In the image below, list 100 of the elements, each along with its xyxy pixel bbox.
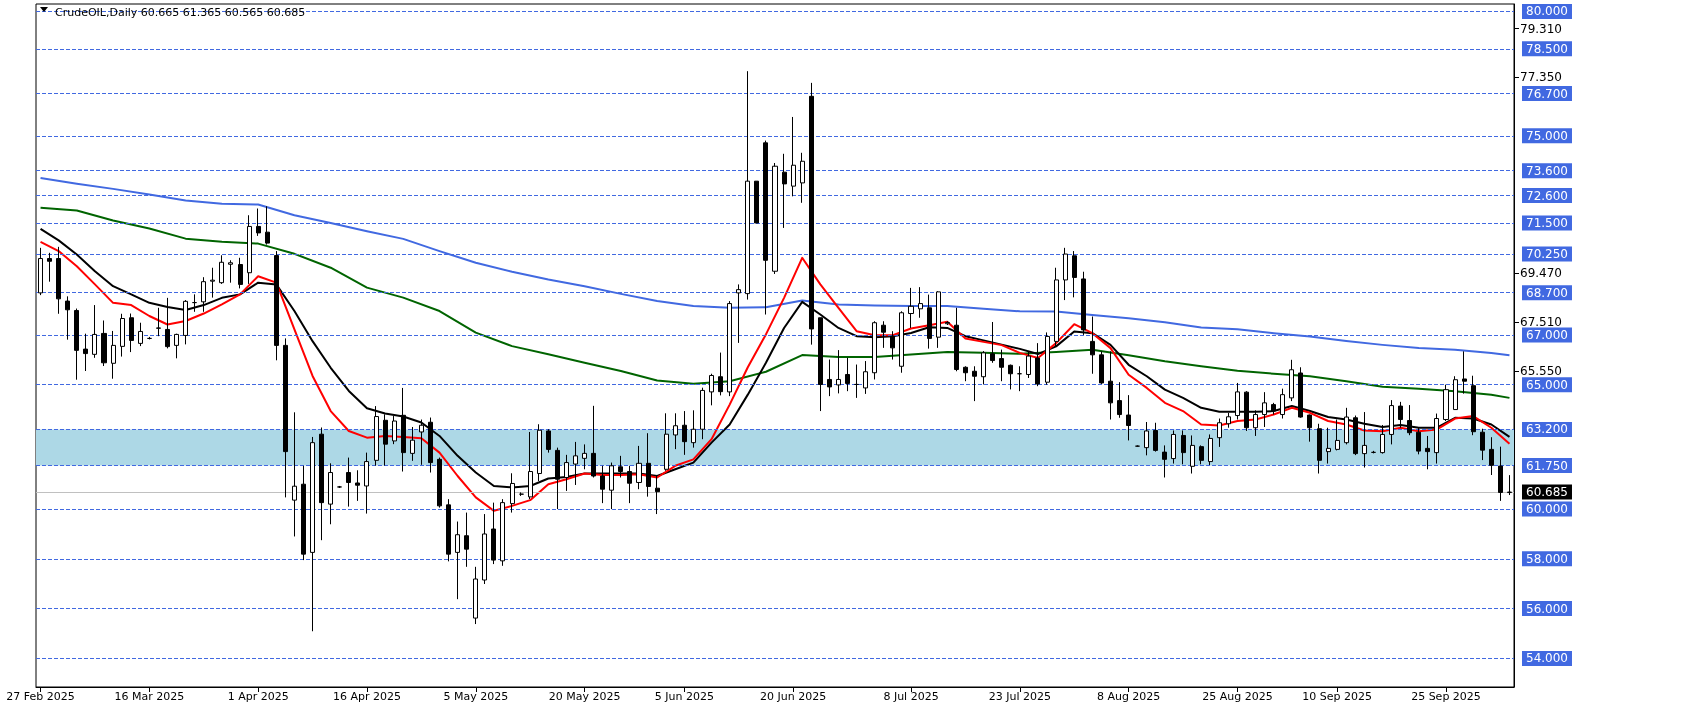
candlestick xyxy=(1235,382,1240,421)
ref-line-label: 71.500 xyxy=(1526,215,1568,230)
candlestick xyxy=(1453,375,1458,411)
candlestick xyxy=(727,300,732,397)
candlestick xyxy=(1389,399,1394,445)
y-tick-label: 67.510 xyxy=(1520,315,1562,330)
candlestick xyxy=(1253,409,1258,437)
candlestick xyxy=(800,152,805,204)
candlestick xyxy=(918,286,923,319)
candlestick xyxy=(1144,421,1149,456)
ref-line-label: 58.000 xyxy=(1526,551,1568,566)
candlestick xyxy=(1017,365,1022,392)
candlestick xyxy=(682,410,687,456)
ref-line-label: 67.000 xyxy=(1526,327,1568,342)
candlestick xyxy=(120,313,125,358)
ref-line-label: 61.750 xyxy=(1526,458,1568,473)
candlestick xyxy=(537,423,542,482)
candlestick xyxy=(1045,331,1050,386)
candlestick xyxy=(718,352,723,396)
x-tick-label: 8 Jul 2025 xyxy=(883,690,939,703)
candlestick xyxy=(664,412,669,472)
candlestick xyxy=(1298,366,1303,419)
candlestick xyxy=(736,283,741,344)
x-tick-label: 10 Sep 2025 xyxy=(1302,690,1373,703)
candlestick xyxy=(292,411,297,537)
candlestick xyxy=(473,566,478,625)
candlestick xyxy=(1280,388,1285,420)
candlestick xyxy=(47,252,52,283)
candlestick xyxy=(355,469,360,502)
ref-line-label: 72.600 xyxy=(1526,188,1568,203)
candlestick xyxy=(428,417,433,474)
candlestick xyxy=(228,259,233,284)
candlestick xyxy=(1353,415,1358,456)
candlestick xyxy=(791,116,796,197)
x-tick-label: 16 Mar 2025 xyxy=(114,690,185,703)
candlestick xyxy=(174,333,179,359)
candlestick xyxy=(1262,391,1267,428)
candlestick xyxy=(863,360,868,395)
candlestick xyxy=(265,205,270,246)
candlestick xyxy=(1380,424,1385,455)
x-tick-label: 16 Apr 2025 xyxy=(332,690,401,703)
candlestick xyxy=(945,320,950,326)
candlestick xyxy=(854,364,859,399)
candlestick xyxy=(165,297,170,349)
candlestick xyxy=(990,321,995,364)
candlestick xyxy=(1181,429,1186,465)
ref-line-label: 78.500 xyxy=(1526,41,1568,56)
candlestick xyxy=(591,405,596,478)
candlestick xyxy=(1507,474,1512,496)
candlestick xyxy=(38,247,43,296)
candlestick xyxy=(283,337,288,498)
candlestick xyxy=(1126,394,1131,441)
candlestick xyxy=(1434,413,1439,465)
candlestick xyxy=(446,498,451,562)
ref-line-label: 75.000 xyxy=(1526,128,1568,143)
x-tick-label: 5 Jun 2025 xyxy=(654,690,714,703)
x-tick-label: 8 Aug 2025 xyxy=(1096,690,1161,703)
candlestick xyxy=(700,387,705,440)
candlestick xyxy=(927,294,932,350)
candlestick xyxy=(1208,433,1213,466)
candlestick xyxy=(129,313,134,353)
candlestick xyxy=(1063,247,1068,301)
line-series xyxy=(39,176,1511,357)
candlestick xyxy=(745,70,750,301)
x-tick-label: 23 Jul 2025 xyxy=(988,690,1051,703)
x-tick-label: 1 Apr 2025 xyxy=(227,690,289,703)
candlestick xyxy=(274,250,279,361)
candlestick xyxy=(782,153,787,229)
candlestick xyxy=(83,333,88,372)
candlestick xyxy=(1498,446,1503,502)
candlestick xyxy=(981,350,986,385)
x-tick-label: 5 May 2025 xyxy=(443,690,509,703)
candlestick xyxy=(437,457,442,509)
candlestick xyxy=(1244,390,1249,432)
candlestick xyxy=(1117,381,1122,419)
candlestick xyxy=(310,436,315,632)
candlestick xyxy=(419,419,424,466)
candlestick xyxy=(1026,350,1031,379)
candlestick xyxy=(1190,434,1195,475)
candlestick xyxy=(1489,436,1494,476)
candlestick xyxy=(364,452,369,515)
candlestick xyxy=(247,214,252,285)
candlestick xyxy=(156,307,161,337)
candlestick xyxy=(392,415,397,445)
candlestick xyxy=(618,455,623,478)
ref-line-label: 60.685 xyxy=(1526,484,1568,499)
candlestick xyxy=(1199,444,1204,465)
candlestick xyxy=(1362,411,1367,469)
candlestick xyxy=(1307,414,1312,443)
x-tick-label: 27 Feb 2025 xyxy=(6,690,75,703)
candlestick xyxy=(301,465,306,561)
candlestick xyxy=(1443,384,1449,422)
x-tick-label: 25 Sep 2025 xyxy=(1411,690,1481,703)
candlestick xyxy=(410,426,415,462)
ref-line-label: 63.200 xyxy=(1526,422,1568,437)
ref-line-label: 80.000 xyxy=(1526,4,1568,19)
candlestick xyxy=(573,441,578,486)
ref-line-label: 54.000 xyxy=(1526,651,1568,666)
candlestick xyxy=(491,502,496,565)
y-tick-label: 69.470 xyxy=(1520,266,1562,281)
